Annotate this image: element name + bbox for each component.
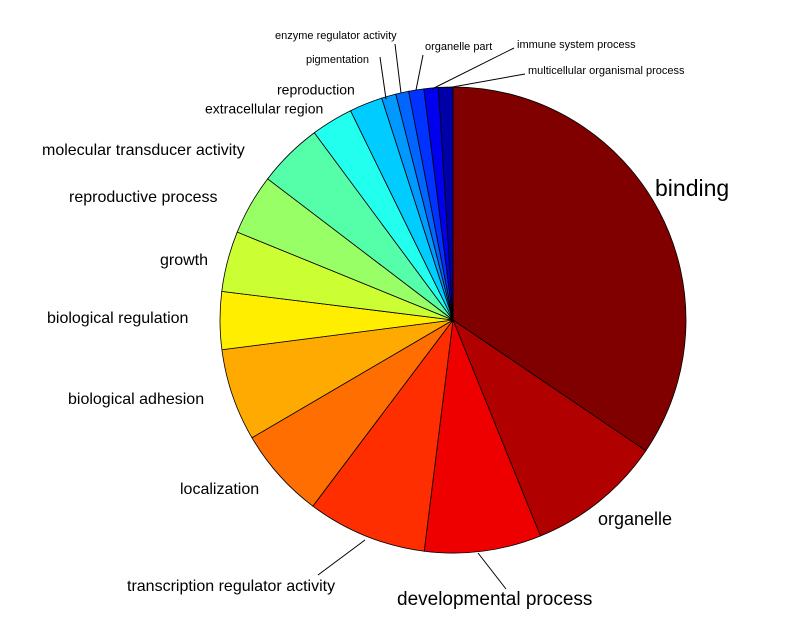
slice-label: reproduction	[277, 82, 355, 98]
slice-label: biological adhesion	[68, 391, 204, 408]
leader-line	[317, 539, 366, 576]
slice-label: extracellular region	[205, 101, 323, 117]
leader-line	[431, 47, 515, 90]
slice-label: enzyme regulator activity	[275, 30, 397, 42]
pie-slice	[452, 318, 647, 537]
slice-label: transcription regulator activity	[127, 578, 335, 595]
slice-label: multicellular organismal process	[528, 65, 685, 77]
pie-slice	[312, 318, 454, 552]
slice-label: binding	[655, 175, 729, 201]
slice-label: reproductive process	[69, 189, 218, 206]
leader-line	[446, 73, 526, 89]
slice-label: immune system process	[517, 39, 636, 51]
slice-label: molecular transducer activity	[42, 142, 245, 159]
leader-line	[394, 43, 402, 94]
slice-label: pigmentation	[306, 54, 369, 66]
leader-line	[379, 56, 387, 100]
leader-line	[477, 552, 507, 590]
pie-slice	[423, 318, 541, 554]
slice-label: biological regulation	[47, 310, 188, 327]
slice-label: organelle part	[425, 41, 492, 53]
slice-label: growth	[160, 252, 208, 269]
leader-line	[415, 54, 424, 91]
slice-label: organelle	[598, 509, 672, 529]
slice-label: localization	[180, 481, 259, 498]
pie-slice	[452, 86, 687, 452]
slice-label: developmental process	[397, 589, 592, 610]
